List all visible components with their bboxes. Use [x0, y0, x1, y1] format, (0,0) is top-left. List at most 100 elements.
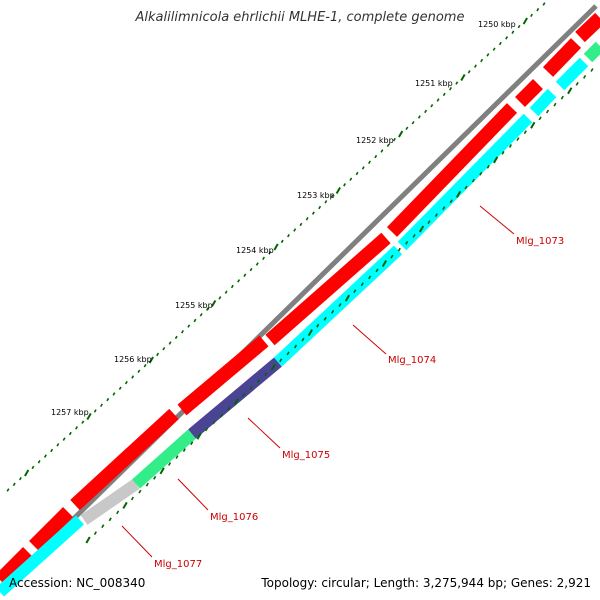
minor-tick: [174, 335, 178, 340]
inner-tick: [455, 190, 462, 198]
minor-tick: [287, 234, 290, 238]
inner-tick: [464, 185, 468, 190]
inner-tick: [501, 151, 505, 155]
tick-label: 1252 kbp: [356, 136, 394, 145]
inner-tick: [153, 475, 157, 480]
inner-tick: [219, 413, 223, 418]
minor-tick: [249, 267, 253, 272]
major-tick: [522, 17, 528, 25]
tick-label: 1253 kbp: [297, 191, 335, 200]
minor-tick: [424, 109, 428, 114]
minor-tick: [206, 307, 209, 311]
inner-tick: [249, 386, 253, 390]
minor-tick: [411, 120, 415, 125]
map-title: Alkalilimnicola ehrlichii MLHE-1, comple…: [135, 10, 465, 25]
forward-feature: [542, 38, 582, 77]
minor-tick: [68, 431, 72, 436]
leader-mlg-1077: [121, 525, 153, 558]
tick-label: 1256 kbp: [114, 355, 152, 364]
major-tick: [86, 412, 92, 421]
inner-tick: [286, 351, 290, 356]
minor-tick: [224, 290, 228, 294]
minor-tick: [480, 58, 484, 63]
inner-tick: [108, 517, 112, 522]
minor-tick: [542, 2, 546, 6]
inner-tick: [338, 303, 342, 307]
inner-tick: [508, 144, 512, 148]
forward-feature: [29, 507, 73, 551]
minor-tick: [187, 324, 191, 328]
forward-feature: [0, 547, 33, 585]
minor-tick: [6, 488, 10, 492]
inner-tick: [279, 358, 283, 363]
major-tick: [24, 469, 30, 477]
inner-tick: [397, 247, 401, 252]
minor-tick: [299, 222, 303, 227]
minor-tick: [93, 409, 97, 413]
forward-strand: [0, 12, 600, 585]
inner-tick: [523, 130, 527, 135]
minor-tick: [392, 137, 396, 142]
minor-tick: [305, 217, 309, 221]
inner-tick: [256, 379, 260, 383]
inner-tick: [270, 363, 276, 371]
minor-tick: [62, 437, 66, 441]
inner-tick: [553, 102, 557, 107]
minor-tick: [243, 273, 247, 277]
minor-tick: [517, 24, 521, 29]
inner-tick: [116, 510, 120, 515]
minor-tick: [19, 477, 22, 481]
inner-tick: [196, 432, 202, 440]
inner-tick: [427, 220, 431, 224]
minor-tick: [511, 30, 515, 34]
minor-tick: [106, 397, 110, 402]
tick-label: 1257 kbp: [51, 408, 89, 417]
minor-tick: [168, 341, 172, 345]
minor-tick: [237, 279, 241, 283]
minor-tick: [56, 443, 60, 447]
tick-marks: [6, 2, 594, 544]
inner-tick: [390, 254, 394, 259]
minor-tick: [343, 183, 346, 187]
major-tick: [148, 356, 154, 364]
major-tick: [335, 186, 341, 195]
inner-tick: [85, 536, 91, 544]
minor-tick: [355, 171, 359, 176]
minor-tick: [230, 284, 234, 289]
inner-tick: [190, 441, 194, 446]
reverse-feature: [555, 57, 589, 91]
genome-backbone: [0, 4, 598, 593]
minor-tick: [449, 86, 452, 91]
minor-tick: [349, 177, 353, 181]
minor-tick: [124, 380, 128, 385]
accession-text: Accession: NC_008340: [9, 576, 146, 590]
gene-bar-mlg-1075: [188, 357, 282, 439]
major-tick: [460, 73, 466, 82]
inner-tick: [516, 137, 520, 142]
minor-tick: [368, 160, 371, 165]
inner-tick: [486, 164, 490, 169]
inner-tick: [493, 156, 499, 164]
inner-tick: [418, 225, 425, 233]
inner-tick: [471, 178, 475, 183]
minor-tick: [162, 346, 166, 351]
gene-label-mlg-1076: Mlg_1076: [210, 512, 258, 523]
inner-tick: [130, 496, 134, 501]
minor-tick: [324, 200, 328, 204]
inner-tick: [449, 199, 453, 204]
inner-tick: [264, 372, 268, 377]
minor-tick: [112, 392, 116, 396]
forward-feature: [265, 232, 391, 346]
inner-tick: [301, 337, 305, 342]
gene-label-mlg-1075: Mlg_1075: [282, 450, 330, 461]
inner-tick: [412, 233, 416, 238]
inner-tick: [375, 268, 379, 273]
forward-feature: [386, 103, 518, 237]
leader-mlg-1074: [352, 324, 387, 355]
gene-label-mlg-1077: Mlg_1077: [154, 559, 202, 570]
inner-tick: [353, 289, 357, 294]
minor-tick: [474, 64, 477, 68]
minor-tick: [374, 154, 378, 159]
